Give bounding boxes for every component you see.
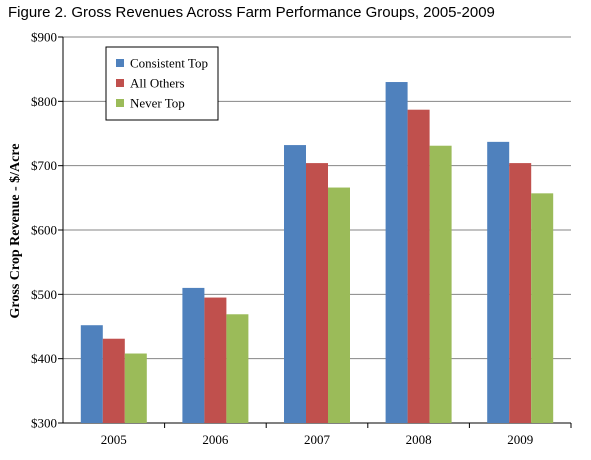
bar-all-others-2008: [407, 109, 430, 424]
legend: Consistent Top All Others Never Top: [105, 46, 219, 121]
x-tick-label: 2009: [507, 432, 533, 447]
bar-never-top-2005: [124, 353, 147, 423]
x-tick-label: 2008: [406, 432, 432, 447]
y-tick-label: $700: [31, 158, 57, 173]
bar-all-others-2009: [509, 163, 532, 424]
bar-all-others-2007: [306, 163, 328, 424]
x-tick-label: 2005: [101, 432, 127, 447]
bar-never-top-2009: [531, 193, 554, 423]
bar-all-others-2006: [204, 297, 227, 423]
bar-consistent-top-2005: [80, 325, 103, 423]
legend-box: [105, 46, 219, 121]
y-tick-label: $800: [31, 94, 57, 109]
y-tick-labels: $300 $400 $500 $600 $700 $800 $900: [31, 30, 57, 431]
y-axis-label: Gross Crop Revenue - $/Acre: [8, 144, 23, 319]
y-tick-label: $900: [31, 30, 57, 45]
x-tick-label: 2006: [202, 432, 229, 447]
y-tick-label: $500: [31, 287, 57, 302]
y-tick-label: $600: [31, 223, 57, 238]
y-tick-label: $300: [31, 416, 57, 431]
legend-swatch: [116, 59, 124, 67]
bar-never-top-2006: [226, 314, 249, 423]
y-tick-label: $400: [31, 351, 57, 366]
legend-label: Never Top: [130, 96, 185, 111]
bar-consistent-top-2006: [182, 287, 205, 423]
bar-never-top-2008: [429, 145, 452, 423]
legend-label: Consistent Top: [130, 56, 208, 71]
x-tick-labels: 2005 2006 2007 2008 2009: [101, 432, 533, 447]
bar-consistent-top-2007: [284, 145, 306, 423]
bars: [80, 82, 554, 424]
legend-swatch: [116, 99, 124, 107]
bar-all-others-2005: [102, 338, 125, 423]
bar-consistent-top-2008: [385, 82, 408, 424]
chart-title: Figure 2. Gross Revenues Across Farm Per…: [8, 4, 495, 21]
legend-label: All Others: [130, 76, 185, 91]
x-tick-label: 2007: [304, 432, 331, 447]
bar-consistent-top-2009: [487, 141, 510, 423]
bar-never-top-2007: [328, 187, 350, 423]
legend-swatch: [116, 79, 124, 87]
